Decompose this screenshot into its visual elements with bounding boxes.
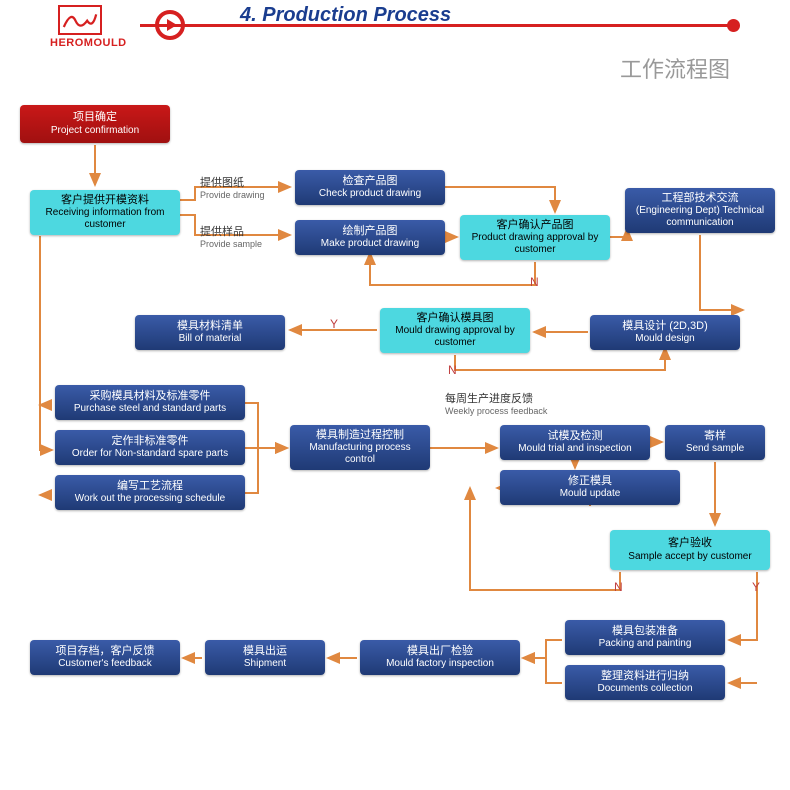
node-make_drawing-cn: 绘制产品图	[343, 225, 398, 238]
node-drawing_approval: 客户确认产品图Product drawing approval by custo…	[460, 215, 610, 260]
node-docs: 整理资料进行归纳Documents collection	[565, 665, 725, 700]
node-bom: 模具材料清单Bill of material	[135, 315, 285, 350]
node-mfg_control-cn: 模具制造过程控制	[316, 429, 404, 442]
node-work_schedule-cn: 编写工艺流程	[117, 480, 183, 493]
node-sample_accept-en: Sample accept by customer	[628, 551, 751, 563]
node-mfg_control: 模具制造过程控制Manufacturing process control	[290, 425, 430, 470]
node-make_drawing-en: Make product drawing	[321, 238, 419, 250]
node-send_sample: 寄样Send sample	[665, 425, 765, 460]
play-icon	[155, 10, 185, 40]
node-eng_comm-en: (Engineering Dept) Technical communicati…	[631, 205, 769, 229]
node-mould_design-en: Mould design	[635, 333, 694, 345]
node-shipment: 模具出运Shipment	[205, 640, 325, 675]
node-eng_comm-cn: 工程部技术交流	[662, 192, 739, 205]
node-factory_inspect: 模具出厂检验Mould factory inspection	[360, 640, 520, 675]
node-send_sample-en: Send sample	[686, 443, 744, 455]
node-order_nonstd: 定作非标准零件Order for Non-standard spare part…	[55, 430, 245, 465]
node-bom-cn: 模具材料清单	[177, 320, 243, 333]
node-purchase_steel-cn: 采购模具材料及标准零件	[90, 390, 211, 403]
node-order_nonstd-en: Order for Non-standard spare parts	[72, 448, 228, 460]
logo-wave-icon	[62, 9, 98, 32]
node-purchase_steel: 采购模具材料及标准零件Purchase steel and standard p…	[55, 385, 245, 420]
node-trial_inspection-cn: 试模及检测	[548, 430, 603, 443]
node-mould_design: 模具设计 (2D,3D)Mould design	[590, 315, 740, 350]
node-feedback-cn: 项目存档，客户反馈	[56, 645, 155, 658]
logo: HEROMOULD	[50, 5, 110, 65]
node-mould_design-cn: 模具设计 (2D,3D)	[622, 320, 708, 333]
node-project_confirm: 项目确定Project confirmation	[20, 105, 170, 143]
node-receiving_info-cn: 客户提供开模资料	[61, 194, 149, 207]
node-check_drawing-en: Check product drawing	[319, 188, 421, 200]
node-docs-en: Documents collection	[597, 683, 692, 695]
node-receiving_info-en: Receiving information from customer	[36, 207, 174, 231]
flowchart-canvas: 项目确定Project confirmation 客户提供开模资料Receivin…	[0, 70, 790, 790]
node-mould_approval: 客户确认模具图Mould drawing approval by custome…	[380, 308, 530, 353]
node-factory_inspect-en: Mould factory inspection	[386, 658, 494, 670]
node-eng_comm: 工程部技术交流(Engineering Dept) Technical comm…	[625, 188, 775, 233]
label-l1: 提供图纸Provide drawing	[200, 174, 265, 200]
node-mould_update-en: Mould update	[560, 488, 621, 500]
node-drawing_approval-en: Product drawing approval by customer	[466, 232, 604, 256]
label-l3: N	[530, 275, 539, 289]
label-l6: 每周生产进度反馈Weekly process feedback	[445, 390, 547, 416]
node-order_nonstd-cn: 定作非标准零件	[112, 435, 189, 448]
node-factory_inspect-cn: 模具出厂检验	[407, 645, 473, 658]
node-mould_approval-cn: 客户确认模具图	[417, 312, 494, 325]
node-work_schedule-en: Work out the processing schedule	[75, 493, 225, 505]
node-mould_update: 修正模具Mould update	[500, 470, 680, 505]
node-docs-cn: 整理资料进行归纳	[601, 670, 689, 683]
node-drawing_approval-cn: 客户确认产品图	[497, 219, 574, 232]
label-l2: 提供样品Provide sample	[200, 223, 262, 249]
node-make_drawing: 绘制产品图Make product drawing	[295, 220, 445, 255]
logo-box	[58, 5, 102, 35]
node-receiving_info: 客户提供开模资料Receiving information from custo…	[30, 190, 180, 235]
node-trial_inspection-en: Mould trial and inspection	[518, 443, 631, 455]
label-l5: N	[448, 363, 457, 377]
page-title: 4. Production Process	[240, 4, 451, 27]
node-project_confirm-en: Project confirmation	[51, 125, 139, 137]
node-project_confirm-cn: 项目确定	[73, 111, 117, 124]
node-bom-en: Bill of material	[179, 333, 242, 345]
node-shipment-cn: 模具出运	[243, 645, 287, 658]
node-shipment-en: Shipment	[244, 658, 286, 670]
logo-text: HEROMOULD	[50, 37, 110, 49]
line-end-dot	[727, 19, 740, 32]
node-packing-en: Packing and painting	[599, 638, 692, 650]
node-check_drawing: 检查产品图Check product drawing	[295, 170, 445, 205]
node-packing-cn: 模具包装准备	[612, 625, 678, 638]
node-mould_update-cn: 修正模具	[568, 475, 612, 488]
label-l8: Y	[752, 580, 760, 594]
label-l4: Y	[330, 317, 338, 331]
node-mould_approval-en: Mould drawing approval by customer	[386, 325, 524, 349]
node-sample_accept: 客户验收Sample accept by customer	[610, 530, 770, 570]
header: HEROMOULD 4. Production Process	[0, 0, 790, 55]
node-feedback: 项目存档，客户反馈Customer's feedback	[30, 640, 180, 675]
node-sample_accept-cn: 客户验收	[668, 537, 712, 550]
node-send_sample-cn: 寄样	[704, 430, 726, 443]
node-work_schedule: 编写工艺流程Work out the processing schedule	[55, 475, 245, 510]
node-trial_inspection: 试模及检测Mould trial and inspection	[500, 425, 650, 460]
node-mfg_control-en: Manufacturing process control	[296, 442, 424, 466]
node-check_drawing-cn: 检查产品图	[343, 175, 398, 188]
node-feedback-en: Customer's feedback	[58, 658, 152, 670]
node-packing: 模具包装准备Packing and painting	[565, 620, 725, 655]
node-purchase_steel-en: Purchase steel and standard parts	[74, 403, 226, 415]
label-l7: N	[614, 580, 623, 594]
